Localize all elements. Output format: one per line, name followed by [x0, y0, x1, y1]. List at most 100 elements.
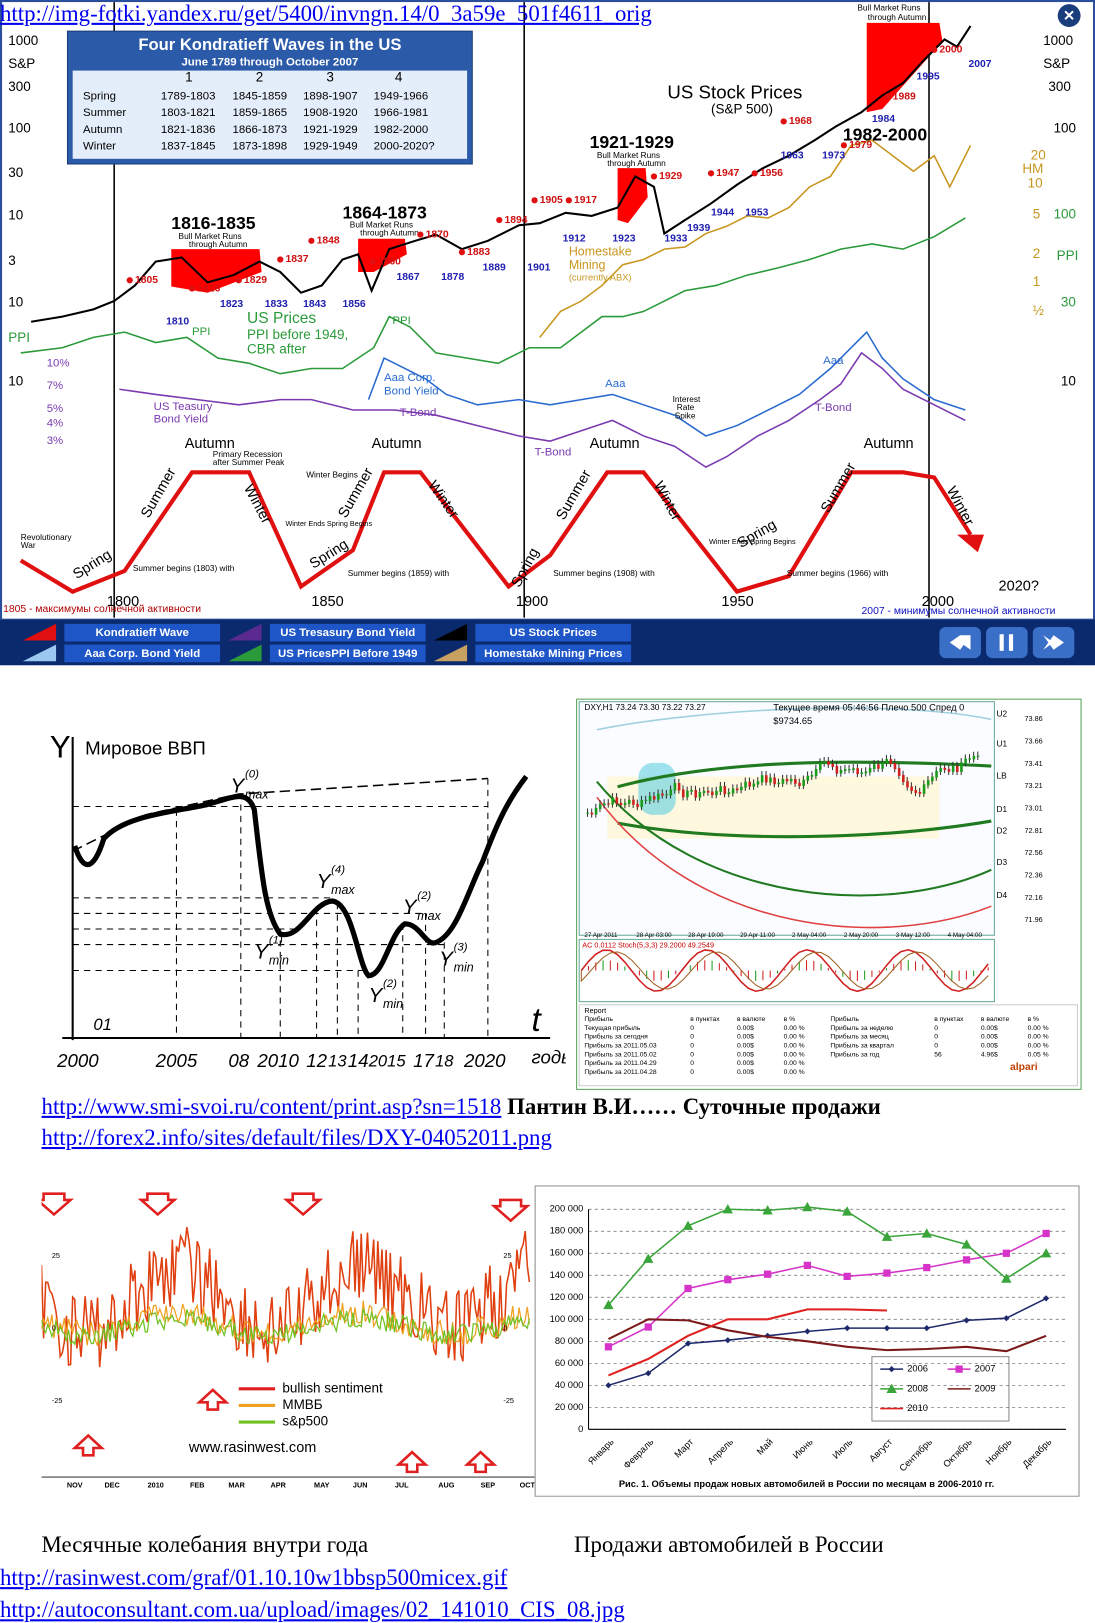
label: Mining	[569, 258, 606, 272]
site-label: www.rasinwest.com	[188, 1440, 316, 1456]
table-cell: Winter	[83, 140, 116, 152]
tick-label: 08	[228, 1050, 249, 1071]
legend-label: 2007	[975, 1364, 996, 1374]
marker	[843, 1272, 851, 1281]
price-label: 72.36	[1025, 870, 1043, 879]
legend-field	[475, 623, 632, 642]
stoch-line	[580, 951, 989, 990]
series-line	[607, 1206, 1047, 1306]
level-label: D2	[996, 826, 1007, 836]
close-button[interactable]	[1057, 4, 1081, 27]
candle	[881, 762, 884, 769]
label: Bull Market Runs	[350, 219, 413, 229]
link[interactable]: http://autoconsultant.com.ua/upload/imag…	[0, 1596, 625, 1623]
label: 2020?	[999, 578, 1039, 594]
link[interactable]: http://rasinwest.com/graf/01.10.10w1bbsp…	[0, 1564, 508, 1591]
report-cell: 0.00 %	[784, 1060, 805, 1067]
close-icon[interactable]: ✕	[1063, 8, 1075, 24]
candle	[623, 802, 627, 806]
label: through Autumn	[189, 239, 248, 249]
label: Autumn	[590, 436, 640, 452]
axis-unit: годы	[531, 1047, 565, 1068]
label: 4%	[47, 418, 64, 430]
label: T-Bond	[815, 402, 852, 414]
table-cell: Autumn	[83, 124, 122, 136]
trough-year: 1939	[687, 223, 710, 234]
label: US Prices	[247, 310, 316, 327]
kondratieff-wave	[19, 470, 973, 595]
legend-label: Aaa Corp. Bond Yield	[84, 648, 200, 660]
table-cell: 1966-1981	[374, 107, 429, 119]
candle	[968, 758, 972, 760]
report-cell: 56	[934, 1051, 942, 1058]
candle	[756, 781, 760, 785]
candle	[686, 790, 689, 798]
price-label: 73.01	[1025, 804, 1043, 813]
report-cell: 0	[690, 1069, 694, 1076]
marker	[763, 1270, 772, 1278]
legend-field	[269, 623, 426, 642]
link[interactable]: http://forex2.info/sites/default/files/D…	[41, 1124, 552, 1151]
report-cell: 0	[934, 1025, 938, 1032]
marker	[923, 1263, 931, 1272]
legend-label: US Tresasury Bond Yield	[280, 627, 415, 639]
legend-label: Kondratieff Wave	[96, 627, 189, 639]
candle	[827, 761, 830, 765]
report-cell: 0.00$	[737, 1060, 754, 1067]
table-cell: 1929-1949	[303, 140, 358, 152]
label: 100	[8, 120, 31, 135]
month-label: NOV	[67, 1480, 83, 1489]
marker	[804, 1328, 811, 1335]
legend-field	[64, 644, 221, 663]
candle	[603, 803, 606, 806]
marker	[955, 1365, 963, 1373]
candle	[823, 761, 826, 764]
marker	[963, 1317, 970, 1324]
label: Summer begins (1908) with	[553, 568, 655, 578]
label: War	[21, 540, 36, 550]
report-cell: 0	[690, 1043, 694, 1050]
gdp-curve	[72, 774, 529, 979]
pause-icon	[1008, 634, 1014, 651]
pause-button[interactable]	[986, 626, 1028, 659]
table-cell: Spring	[83, 91, 116, 103]
label: 7%	[47, 380, 64, 392]
table-cell: Summer	[83, 107, 126, 119]
candle	[677, 783, 681, 791]
column-header: 2	[256, 69, 264, 84]
report-cell: 0.05 %	[1028, 1051, 1049, 1058]
marker	[682, 1220, 694, 1230]
report-cell: 0.00$	[737, 1051, 754, 1058]
link[interactable]: http://www.smi-svoi.ru/content/print.asp…	[41, 1093, 502, 1119]
marker	[883, 1324, 891, 1332]
axis-letter: t	[531, 1002, 542, 1039]
trough-year: 1912	[563, 233, 586, 244]
table-cell: 1821-1836	[161, 124, 216, 136]
car-sales-chart: 0 20 000 40 000 60 000 80 000 100 000 120 000 1…	[534, 1185, 1080, 1497]
peak-dot	[308, 237, 315, 244]
label: Summer begins (1803) with	[133, 563, 235, 573]
column-header: 1	[185, 69, 193, 84]
trough-year: 1984	[872, 114, 895, 125]
report-cell: 0.00 %	[784, 1034, 805, 1041]
candle	[632, 799, 635, 805]
time-label: 2 May 04:00	[792, 932, 827, 939]
label: Autumn	[864, 436, 914, 452]
candle	[644, 799, 648, 801]
report-cell: Прибыль за год	[830, 1050, 879, 1058]
label: 2	[1033, 246, 1041, 261]
candle	[706, 790, 710, 793]
link[interactable]: http://img-fotki.yandex.ru/get/5400/invn…	[0, 0, 652, 26]
peak-dot	[707, 170, 715, 177]
y-tick-label: 160 000	[550, 1248, 584, 1258]
candle	[598, 804, 602, 809]
marker	[888, 1366, 895, 1373]
month-label: MAY	[314, 1480, 330, 1489]
report-cell: 0.00$	[981, 1025, 998, 1032]
marker	[1043, 1295, 1050, 1302]
balance: $9734.65	[773, 716, 812, 726]
tick-label: 2020	[463, 1050, 506, 1071]
peak-year: 1917	[574, 195, 597, 206]
report-cell: 0.00$	[981, 1034, 998, 1041]
report-cell: Прибыль за 2011.05.03	[584, 1042, 657, 1050]
